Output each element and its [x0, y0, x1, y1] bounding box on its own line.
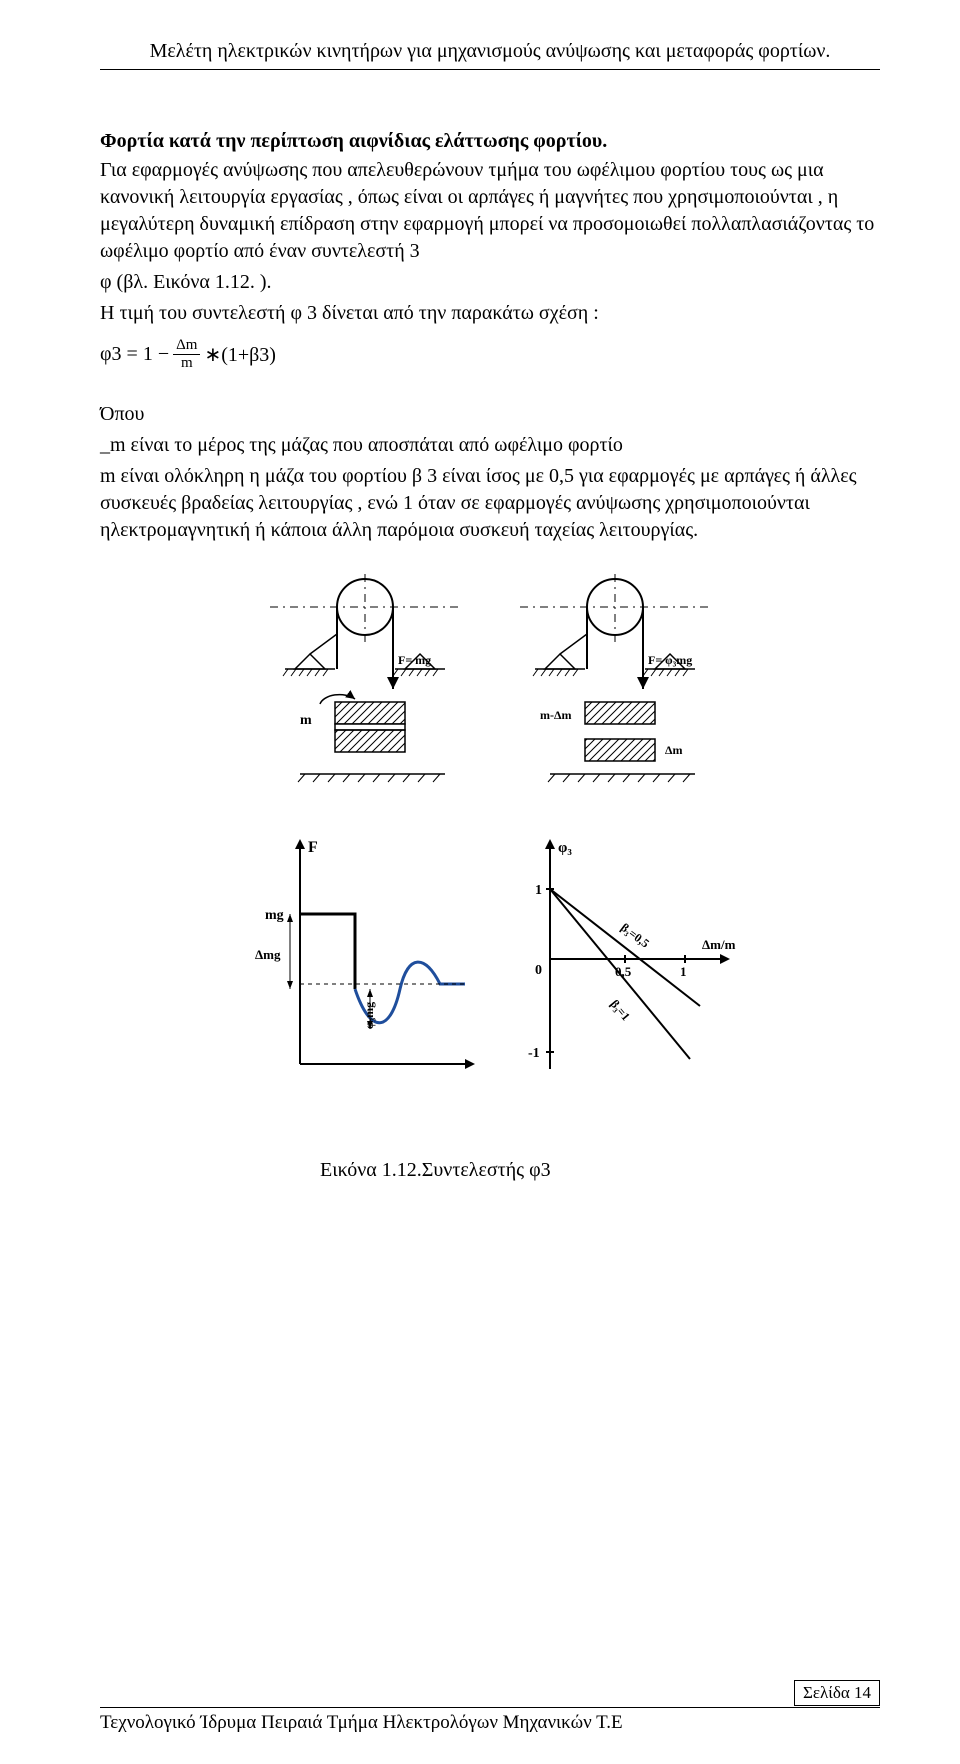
paragraph-2-l2: _m είναι το μέρος της μάζας που αποσπάτα… — [100, 432, 880, 459]
fraction-num: Δm — [173, 337, 200, 355]
bl-phimg: φ₃mg — [362, 1002, 376, 1029]
br-tick-1: 1 — [535, 883, 542, 898]
fig-top-left-m: m — [300, 713, 312, 728]
paragraph-1-line5: φ (βλ. Εικόνα 1.12. ). — [100, 269, 880, 296]
page-header: Μελέτη ηλεκτρικών κινητήρων για μηχανισμ… — [100, 40, 880, 70]
br-axis-phi3: φ₃ — [558, 840, 572, 856]
br-tick-1x: 1 — [680, 964, 687, 979]
br-tick-neg1: -1 — [528, 1046, 540, 1061]
formula: φ3 = 1 − Δm m ∗(1+β3) — [100, 337, 880, 371]
fig-top-right-dm: Δm — [665, 743, 683, 757]
fig-top-right-m: m-Δm — [540, 708, 572, 722]
paragraph-1-line6: Η τιμή του συντελεστή φ 3 δίνεται από τη… — [100, 300, 880, 327]
br-line2: β₃=1 — [608, 997, 633, 1023]
figure: F= mg m — [230, 574, 750, 1139]
fraction-den: m — [178, 355, 196, 372]
br-tick-0: 0 — [535, 963, 542, 978]
formula-rhs: ∗(1+β3) — [204, 342, 276, 367]
section-title: Φορτία κατά την περίπτωση αιφνίδιας ελάτ… — [100, 130, 880, 153]
footer: Σελίδα 14 Τεχνολογικό Ίδρυμα Πειραιά Τμή… — [100, 1707, 880, 1734]
page-number: Σελίδα 14 — [794, 1680, 880, 1706]
bl-mg: mg — [265, 908, 284, 923]
bl-dmg: Δmg — [255, 947, 281, 962]
figure-caption: Εικόνα 1.12.Συντελεστής φ3 — [320, 1159, 880, 1182]
formula-lhs: φ3 = 1 − — [100, 343, 169, 366]
figure-svg: F= mg m — [230, 574, 750, 1134]
footer-institution: Τεχνολογικό Ίδρυμα Πειραιά Τμήμα Ηλεκτρο… — [100, 1712, 623, 1734]
paragraph-2-l3: m είναι ολόκληρη η μάζα του φορτίου β 3 … — [100, 463, 880, 544]
paragraph-1: Για εφαρμογές ανύψωσης που απελευθερώνου… — [100, 157, 880, 265]
paragraph-2-l1: Όπου — [100, 401, 880, 428]
bl-axis-F: F — [308, 839, 318, 856]
br-axis-x: Δm/m — [702, 937, 736, 952]
formula-fraction: Δm m — [173, 337, 200, 371]
